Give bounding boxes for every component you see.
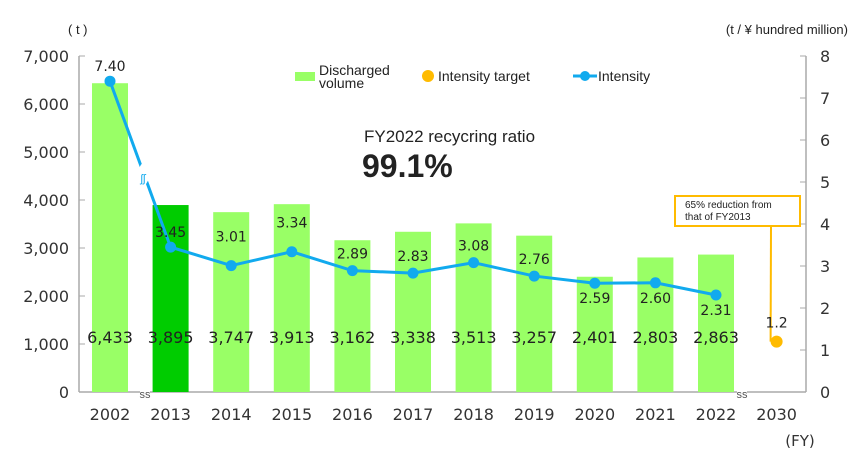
axis-break-gap	[140, 382, 150, 402]
line-break-gap	[130, 163, 154, 191]
right-tick-label: 3	[820, 257, 830, 276]
x-tick-label: 2017	[393, 405, 434, 424]
axis-break-icon: ss	[737, 389, 749, 401]
bar-label: 3,257	[511, 328, 557, 347]
bar-label: 2,803	[632, 328, 678, 347]
headline-label: FY2022 recycring ratio	[364, 127, 535, 146]
left-tick-label: 3,000	[23, 239, 69, 258]
x-tick-label: 2030	[756, 405, 797, 424]
x-tick-label: 2020	[574, 405, 615, 424]
bar-2020	[576, 276, 613, 392]
bar-label: 3,747	[208, 328, 254, 347]
axis-break-icon: ss	[140, 389, 152, 401]
bar-label: 2,863	[693, 328, 739, 347]
legend-label: Intensity	[598, 68, 650, 84]
bar-2014	[213, 212, 250, 392]
intensity-point-2016	[346, 265, 358, 277]
annotation-text: that of FY2013	[685, 212, 751, 223]
x-axis-unit: (FY)	[785, 432, 815, 450]
intensity-point-2021	[649, 277, 661, 289]
x-tick-label: 2014	[211, 405, 252, 424]
intensity-label: 2.89	[337, 247, 368, 263]
intensity-label: 7.40	[94, 59, 125, 75]
left-tick-label: 5,000	[23, 143, 69, 162]
bar-2016	[334, 240, 371, 392]
right-tick-label: 7	[820, 89, 830, 108]
intensity-label: 3.01	[216, 230, 247, 246]
x-tick-label: 2002	[90, 405, 131, 424]
bar-2019	[516, 235, 553, 392]
intensity-point-2013	[165, 241, 177, 253]
x-tick-label: 2013	[150, 405, 191, 424]
right-tick-label: 5	[820, 173, 830, 192]
intensity-point-2002	[104, 75, 116, 87]
left-tick-label: 4,000	[23, 191, 69, 210]
right-tick-label: 8	[820, 47, 830, 66]
x-tick-label: 2015	[271, 405, 312, 424]
bar-label: 2,401	[572, 328, 618, 347]
x-tick-label: 2016	[332, 405, 373, 424]
bar-label: 3,338	[390, 328, 436, 347]
intensity-point-2022	[710, 289, 722, 301]
bar-2015	[273, 204, 310, 392]
left-axis-label: ( t )	[68, 22, 88, 37]
x-tick-label: 2021	[635, 405, 676, 424]
intensity-label: 2.31	[700, 303, 731, 319]
intensity-label: 3.08	[458, 239, 489, 255]
x-tick-label: 2018	[453, 405, 494, 424]
bar-label: 3,913	[269, 328, 315, 347]
left-tick-label: 6,000	[23, 95, 69, 114]
intensity-label: 2.83	[397, 249, 428, 265]
bar-2002	[92, 83, 128, 392]
intensity-label: 2.76	[519, 252, 550, 268]
legend-swatch-intensity	[580, 71, 590, 81]
legend-label: volume	[319, 75, 364, 91]
left-tick-label: 1,000	[23, 335, 69, 354]
left-tick-label: 7,000	[23, 47, 69, 66]
intensity-label: 3.45	[155, 225, 186, 241]
right-axis-label: (t / ¥ hundred million)	[726, 22, 848, 37]
axis-break-gap	[737, 382, 747, 402]
legend-swatch-discharged	[295, 72, 315, 81]
bar-label: 3,162	[329, 328, 375, 347]
right-tick-label: 6	[820, 131, 830, 150]
target-point-2030	[770, 335, 783, 348]
legend-swatch-target	[422, 70, 434, 82]
right-tick-label: 1	[820, 341, 830, 360]
bar-label: 3,513	[451, 328, 497, 347]
left-tick-label: 0	[59, 383, 69, 402]
bar-label: 3,895	[148, 328, 194, 347]
headline-value: 99.1%	[362, 148, 453, 184]
annotation-box	[674, 195, 801, 227]
bar-2022	[698, 254, 734, 392]
target-label: 1.2	[765, 316, 787, 332]
legend-label: Discharged	[319, 62, 390, 78]
right-tick-label: 2	[820, 299, 830, 318]
bar-label: 6,433	[87, 328, 133, 347]
right-tick-label: 0	[820, 383, 830, 402]
bar-2017	[395, 231, 431, 392]
right-tick-label: 4	[820, 215, 830, 234]
left-tick-label: 2,000	[23, 287, 69, 306]
line-break-icon: ʃʃ	[140, 173, 147, 185]
intensity-point-2019	[528, 270, 540, 282]
legend-label: Intensity target	[438, 68, 530, 84]
x-tick-label: 2022	[696, 405, 737, 424]
intensity-point-2014	[225, 260, 237, 272]
annotation-text: 65% reduction from	[685, 200, 772, 211]
intensity-label: 3.34	[276, 216, 307, 232]
x-tick-label: 2019	[514, 405, 555, 424]
intensity-label: 2.59	[579, 291, 610, 307]
intensity-label: 2.60	[640, 291, 671, 307]
intensity-point-2017	[407, 267, 419, 279]
bar-2018	[455, 223, 492, 392]
intensity-point-2015	[286, 246, 298, 258]
intensity-point-2018	[468, 257, 480, 269]
bar-2013	[152, 205, 189, 392]
intensity-point-2020	[589, 277, 601, 289]
